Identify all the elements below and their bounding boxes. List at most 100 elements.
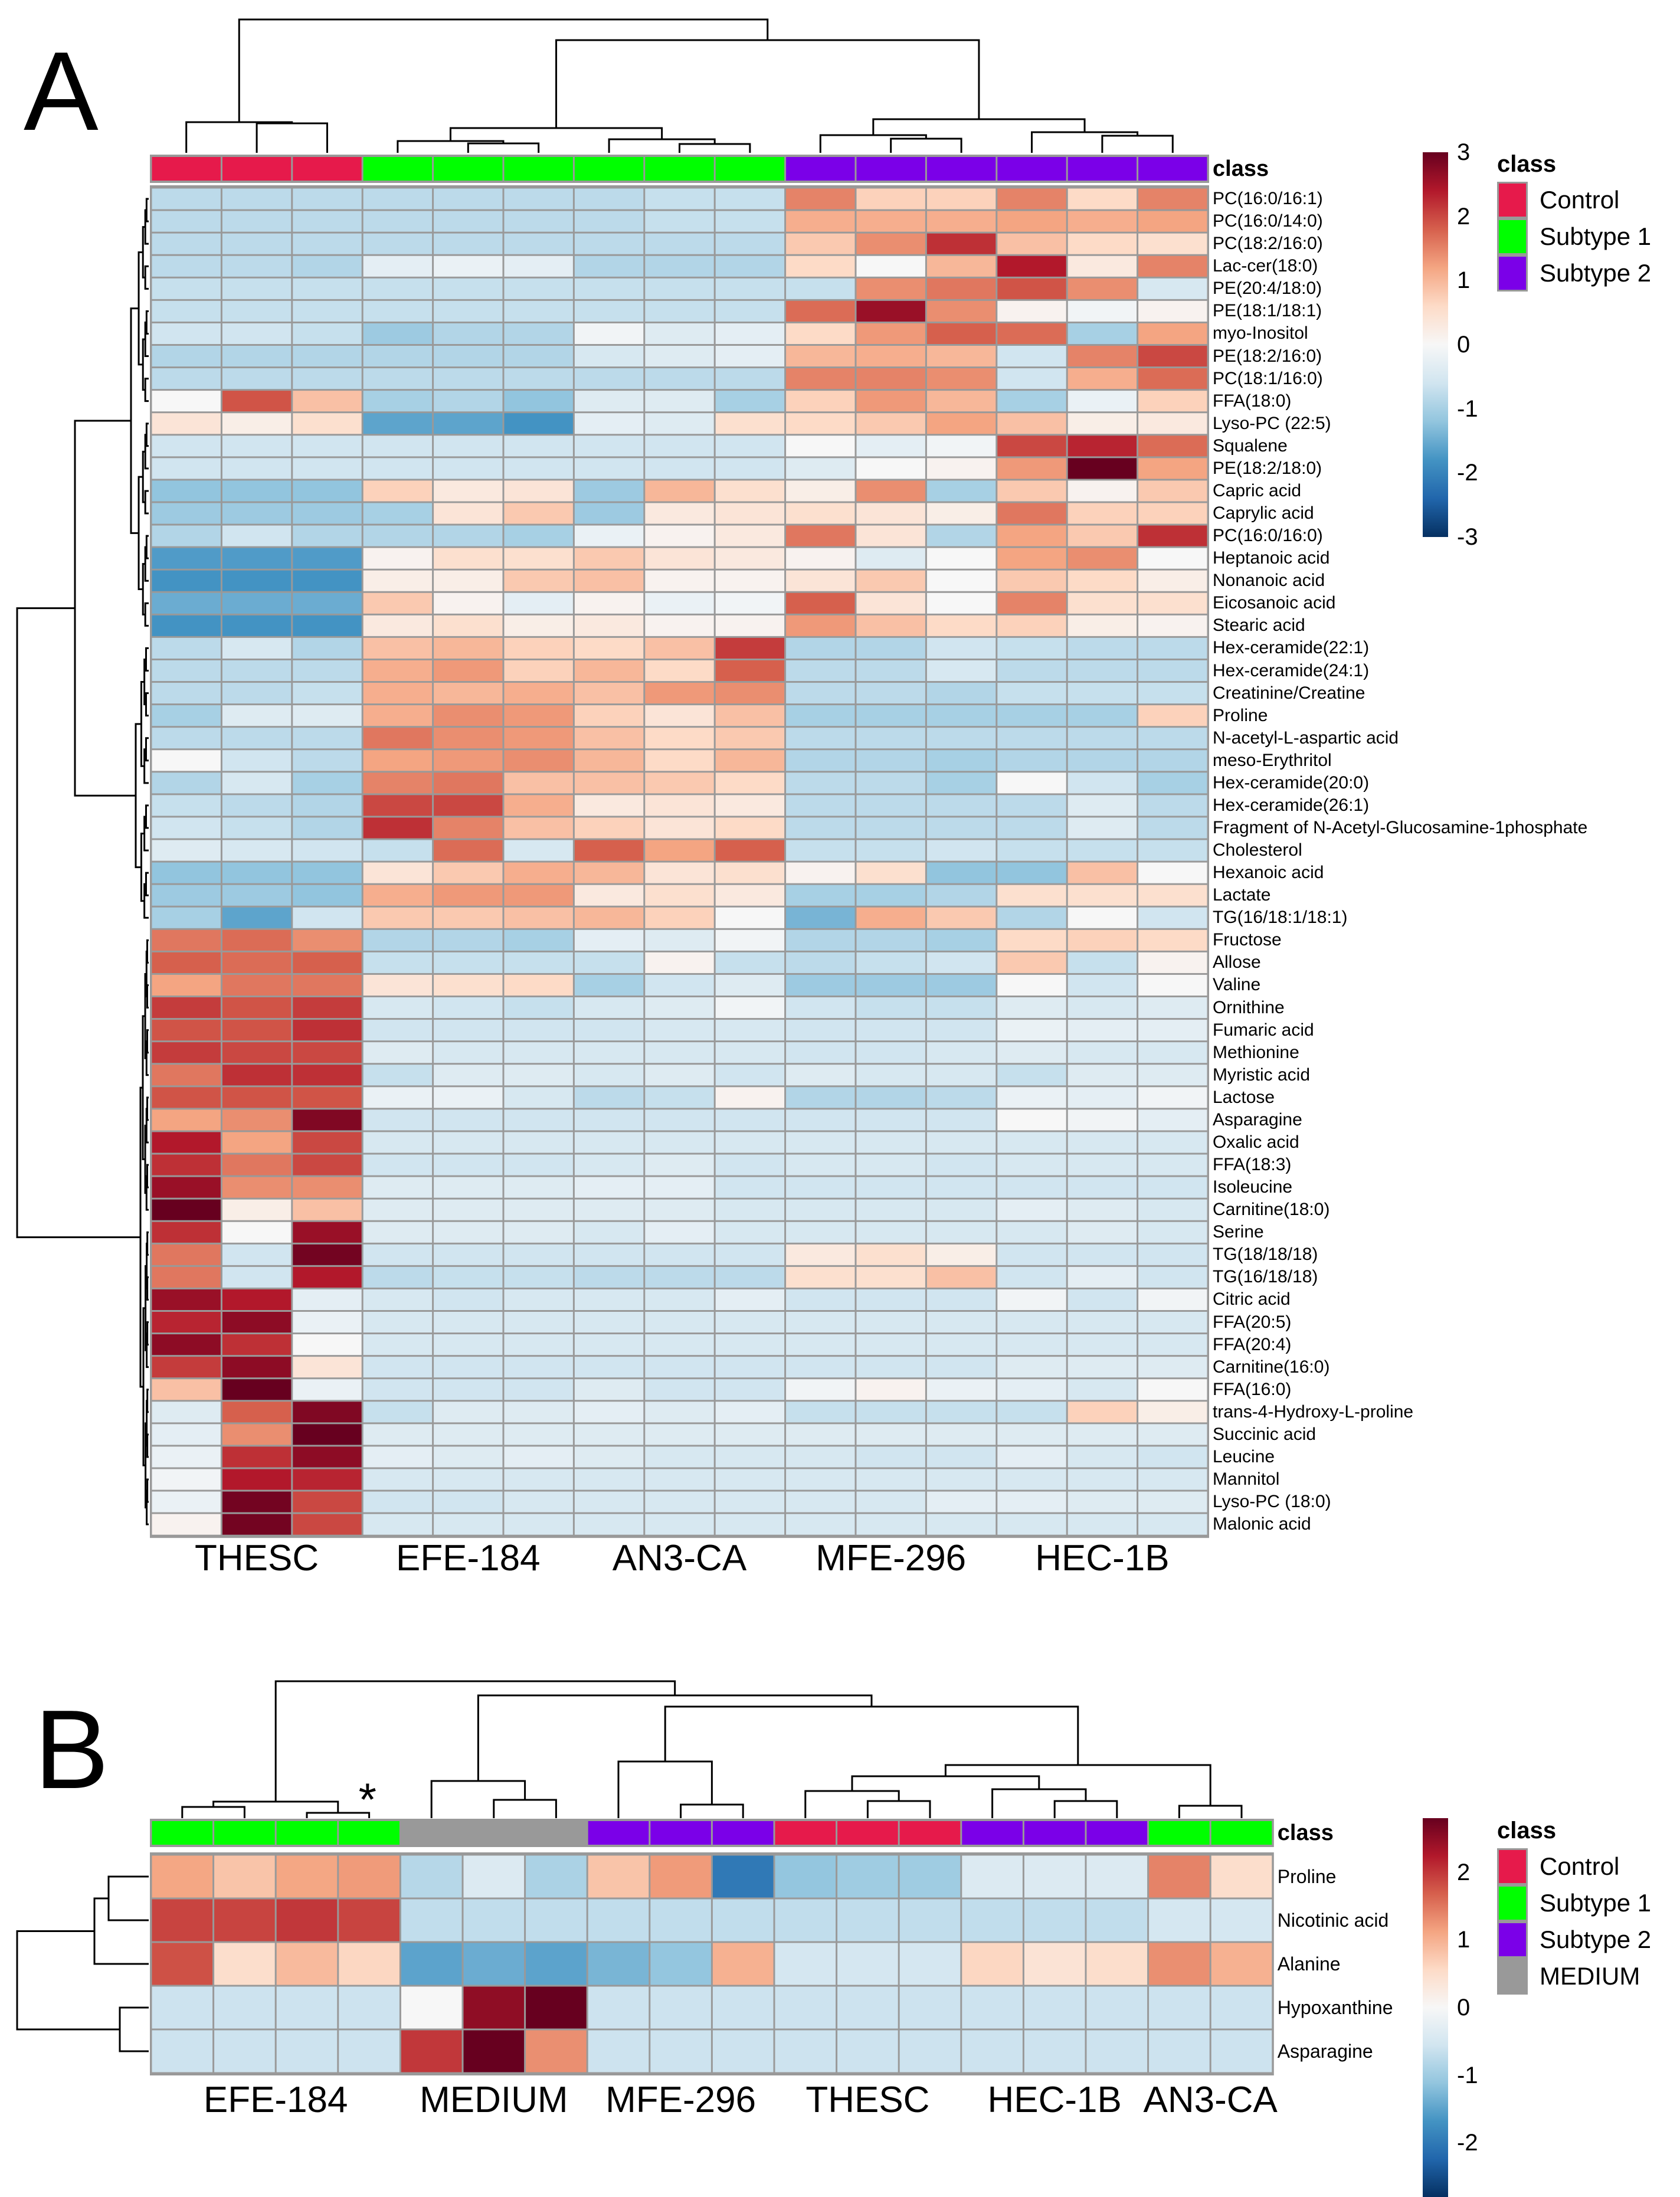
heatmap-cell [645, 592, 714, 614]
heatmap-cell [222, 188, 292, 209]
heatmap-cell [152, 323, 221, 344]
class-annotation-cell [293, 157, 362, 181]
heatmap-cell [504, 1065, 573, 1086]
heatmap-cell [1067, 728, 1137, 749]
heatmap-cell [645, 413, 714, 434]
heatmap-cell [997, 233, 1066, 254]
heatmap-cell [997, 592, 1066, 614]
heatmap-cell [856, 458, 925, 479]
color-scale-tick: 2 [1457, 1859, 1471, 1885]
row-label: Lyso-PC (22:5) [1213, 413, 1331, 433]
heatmap-cell [1138, 1491, 1207, 1512]
heatmap-cell [1138, 256, 1207, 277]
heatmap-cell [1138, 750, 1207, 771]
heatmap-cell [1067, 1042, 1137, 1063]
heatmap-cell [856, 974, 925, 996]
heatmap-cell [222, 1469, 292, 1490]
heatmap-cell [504, 458, 573, 479]
heatmap-cell [962, 1855, 1023, 1898]
heatmap-cell [504, 660, 573, 682]
heatmap-cell [222, 548, 292, 569]
heatmap-cell [1138, 1379, 1207, 1400]
heatmap-cell [574, 1199, 644, 1220]
heatmap-cell [856, 1132, 925, 1153]
heatmap-cell [856, 952, 925, 973]
heatmap-cell [856, 592, 925, 614]
heatmap-cell [645, 188, 714, 209]
heatmap-cell [574, 1424, 644, 1445]
heatmap-cell [645, 1266, 714, 1288]
heatmap-cell [363, 256, 433, 277]
legend-swatch-subtype-2 [1497, 1921, 1528, 1958]
heatmap-cell [434, 525, 503, 546]
row-label: myo-Inositol [1213, 323, 1308, 343]
heatmap-cell [715, 885, 785, 906]
heatmap-cell [926, 1020, 996, 1041]
dendrogram-branch [145, 647, 149, 672]
heatmap-cell [926, 458, 996, 479]
heatmap-cell [222, 929, 292, 951]
heatmap-cell [152, 1357, 221, 1378]
heatmap-cell [214, 1855, 275, 1898]
heatmap-cell [926, 1199, 996, 1220]
row-label: Hex-ceramide(22:1) [1213, 638, 1370, 658]
heatmap-cell [574, 952, 644, 973]
heatmap-cell [293, 391, 362, 412]
heatmap-cell [293, 1244, 362, 1265]
heatmap-cell [504, 1379, 573, 1400]
legend-label: Control [1540, 186, 1620, 214]
heatmap-cell [715, 548, 785, 569]
heatmap-cell [434, 345, 503, 367]
row-label: TG(18/18/18) [1213, 1245, 1318, 1265]
heatmap-cell [293, 1087, 362, 1108]
heatmap-cell [926, 683, 996, 704]
heatmap-cell [222, 1357, 292, 1378]
heatmap-cell [856, 1109, 925, 1131]
heatmap-cell [293, 795, 362, 816]
heatmap-cell [293, 345, 362, 367]
row-label: PC(16:0/16:1) [1213, 189, 1323, 209]
heatmap-cell [363, 391, 433, 412]
heatmap-cell [574, 1289, 644, 1310]
row-label: Creatinine/Creatine [1213, 683, 1365, 703]
heatmap-cell [434, 256, 503, 277]
heatmap-cell [574, 548, 644, 569]
heatmap-cell [786, 458, 855, 479]
heatmap-cell [434, 615, 503, 636]
heatmap-cell [152, 1312, 221, 1333]
heatmap-cell [152, 1020, 221, 1041]
heatmap-cell [574, 1446, 644, 1468]
heatmap-cell [962, 1986, 1023, 2029]
heatmap-cell [293, 323, 362, 344]
heatmap-A [150, 155, 1209, 1538]
heatmap-cell [997, 795, 1066, 816]
heatmap-cell [645, 458, 714, 479]
heatmap-cell [837, 1943, 898, 1985]
heatmap-cell [645, 480, 714, 502]
heatmap-cell [588, 1943, 649, 1985]
heatmap-cell [152, 278, 221, 299]
row-label: Lactose [1213, 1087, 1275, 1107]
heatmap-cell [504, 817, 573, 839]
heatmap-cell [645, 929, 714, 951]
heatmap-cell [775, 2030, 836, 2072]
heatmap-cell [363, 278, 433, 299]
heatmap-cell [715, 637, 785, 659]
heatmap-cell [363, 1199, 433, 1220]
heatmap-cell [434, 929, 503, 951]
heatmap-cell [1067, 1222, 1137, 1243]
heatmap-cell [786, 1042, 855, 1063]
heatmap-cell [645, 1065, 714, 1086]
heatmap-cell [856, 413, 925, 434]
heatmap-cell [997, 1154, 1066, 1176]
heatmap-cell [997, 188, 1066, 209]
heatmap-cell [786, 548, 855, 569]
heatmap-cell [715, 436, 785, 457]
heatmap-cell [837, 1986, 898, 2029]
heatmap-cell [293, 997, 362, 1019]
dendrogram-branch [274, 1680, 676, 1802]
class-annotation-label: class [1213, 156, 1269, 181]
heatmap-cell [504, 1334, 573, 1355]
heatmap-cell [1067, 974, 1137, 996]
heatmap-cell [222, 391, 292, 412]
